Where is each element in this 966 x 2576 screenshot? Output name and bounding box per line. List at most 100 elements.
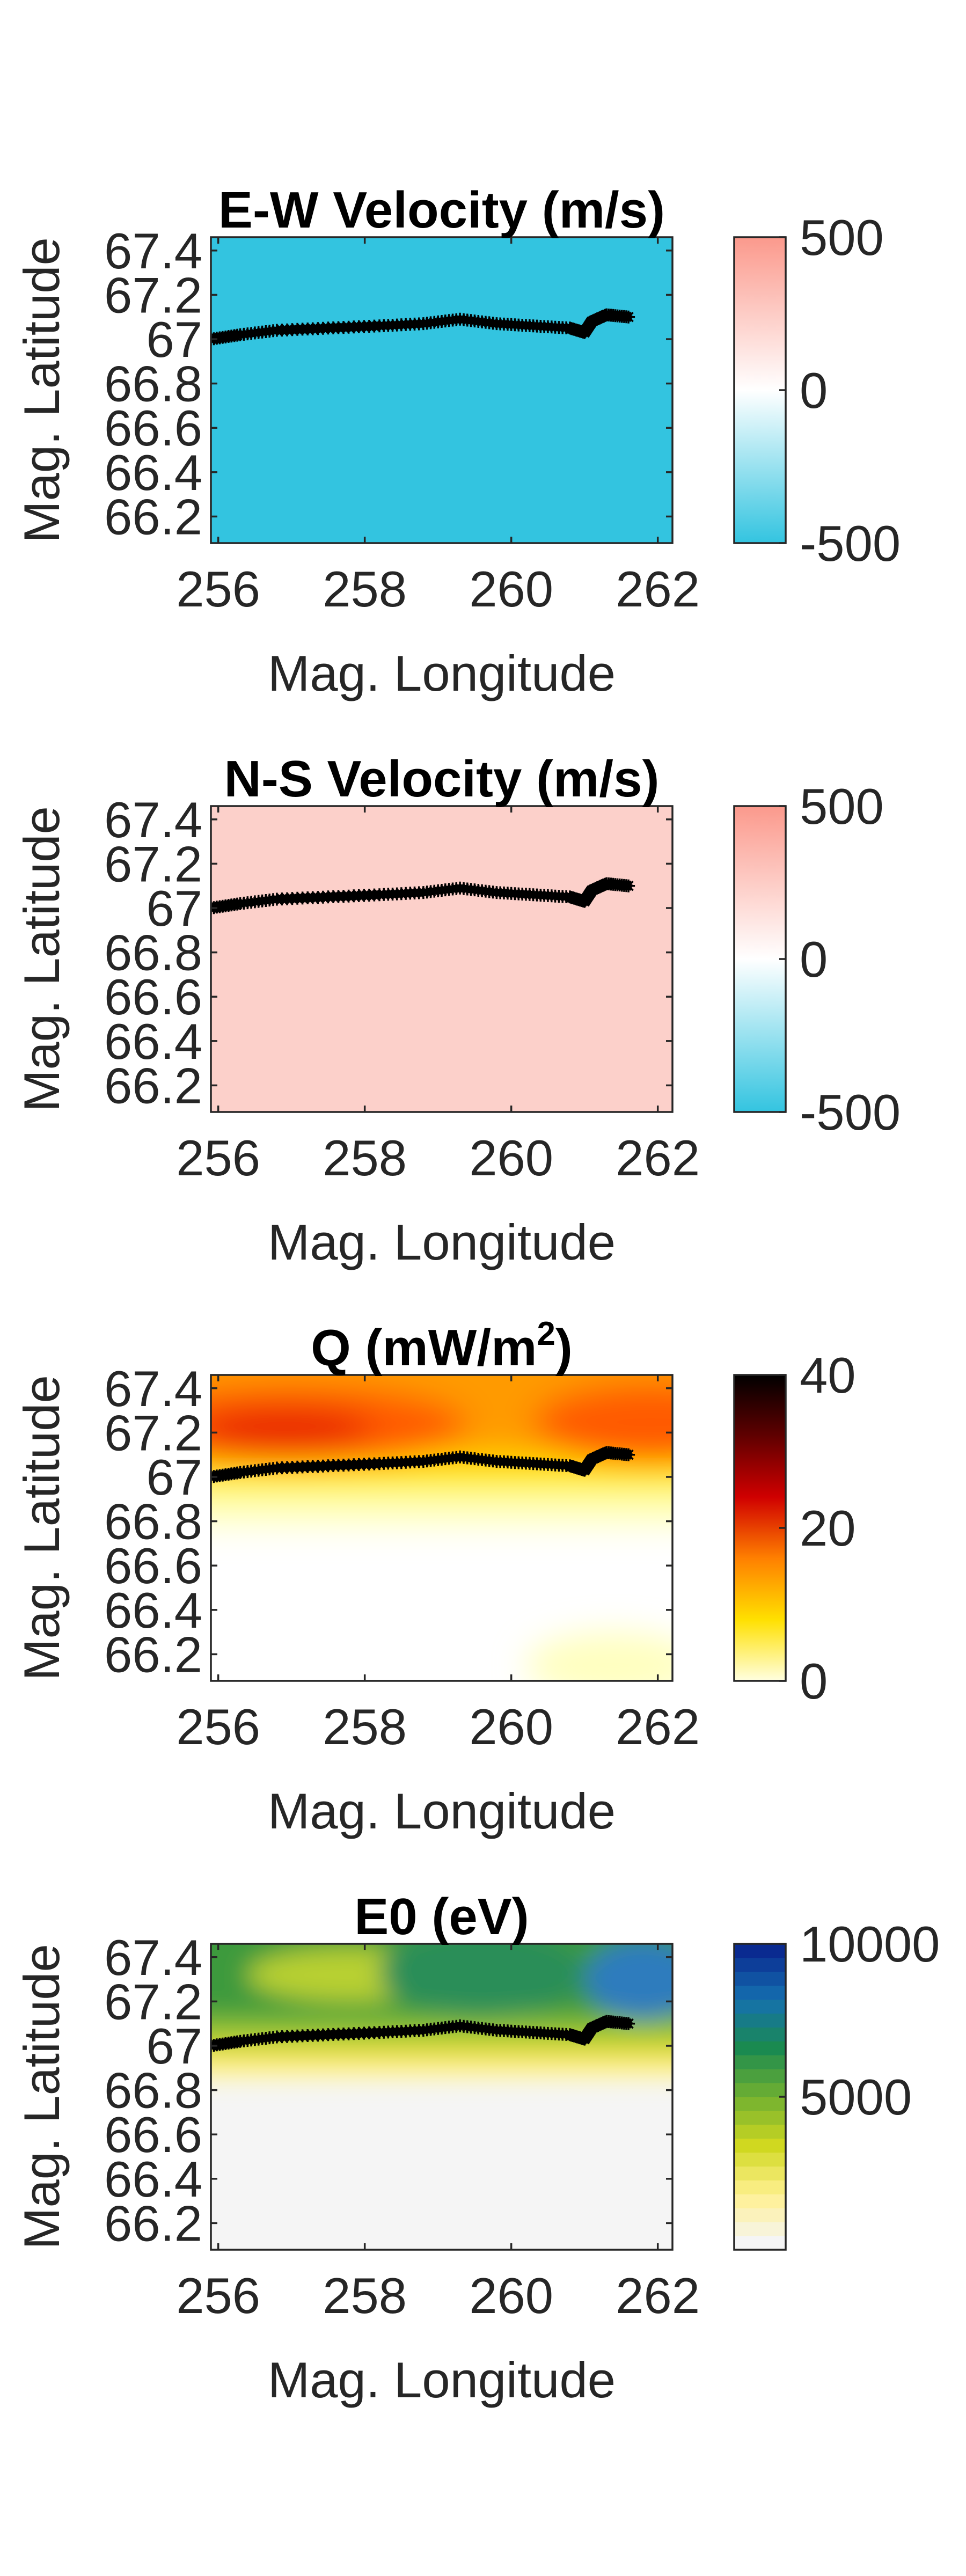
- x-tick-label: 262: [616, 561, 700, 617]
- field-peak: [211, 1408, 372, 1448]
- plot-area: [211, 1944, 672, 2250]
- y-tick-label: 67.4: [104, 223, 202, 279]
- colorbar-gradient: [734, 1375, 786, 1681]
- x-tick-label: 256: [176, 1130, 260, 1186]
- x-tick-label: 260: [469, 561, 553, 617]
- x-axis-label: Mag. Longitude: [268, 1214, 616, 1270]
- colorbar-step: [734, 1999, 786, 2014]
- y-tick-label: 67: [146, 2018, 202, 2074]
- colorbar-gradient: [734, 806, 786, 1112]
- colorbar-step: [734, 2055, 786, 2069]
- colorbar-step: [734, 2069, 786, 2083]
- y-tick-label: 66.8: [104, 356, 202, 412]
- y-tick-label: 67.2: [104, 1973, 202, 2030]
- colorbar-step: [734, 2166, 786, 2180]
- x-tick-label: 262: [616, 1130, 700, 1186]
- track-marker: [622, 2017, 635, 2030]
- colorbar-step: [734, 2027, 786, 2041]
- chart-title: Q (mW/m2): [311, 1315, 573, 1377]
- y-tick-label: 67: [146, 311, 202, 368]
- chart-title-text: E-W Velocity (m/s): [218, 181, 665, 239]
- y-tick-label: 67: [146, 1449, 202, 1505]
- x-tick-label: 262: [616, 1699, 700, 1755]
- colorbar-tick-label: 20: [800, 1500, 856, 1556]
- x-axis-label: Mag. Longitude: [268, 2352, 616, 2408]
- axes-frame: [210, 1943, 674, 2251]
- axes-frame: [210, 1374, 674, 1682]
- colorbar-tick-label: 500: [800, 778, 884, 835]
- x-tick-label: 256: [176, 2267, 260, 2324]
- y-tick-label: 66.6: [104, 2106, 202, 2163]
- axes-frame: [210, 236, 674, 544]
- plot-area: [211, 806, 672, 1112]
- colorbar-tick-label: 40: [800, 1347, 856, 1403]
- y-tick-label: 67.4: [104, 1360, 202, 1417]
- colorbar-step: [734, 1985, 786, 2000]
- y-tick-label: 67.2: [104, 267, 202, 323]
- colorbar-step: [734, 1944, 786, 1958]
- x-tick-label: 258: [323, 1699, 407, 1755]
- colorbar: 0 20 40: [733, 1347, 856, 1709]
- y-tick-label: 66.8: [104, 2062, 202, 2119]
- colorbar-step: [734, 2236, 786, 2250]
- y-tick-label: 66.8: [104, 925, 202, 981]
- y-tick-label: 67.4: [104, 1929, 202, 1986]
- colorbar-tick-label: 0: [800, 1653, 828, 1709]
- colorbar-step: [734, 1957, 786, 1972]
- y-tick-label: 66.6: [104, 969, 202, 1025]
- track-markers: [211, 877, 635, 914]
- y-tick-label: 66.4: [104, 1013, 202, 1070]
- colorbar-step: [734, 2152, 786, 2167]
- track-markers: [211, 308, 635, 346]
- x-axis-label: Mag. Longitude: [268, 1783, 616, 1839]
- field-band: [379, 1944, 585, 2017]
- chart-title: E-W Velocity (m/s): [218, 181, 665, 239]
- y-axis-label: Mag. Latitude: [13, 237, 70, 543]
- field-band: [584, 1944, 672, 2019]
- y-tick-label: 66.2: [104, 2195, 202, 2251]
- y-tick-label: 66.2: [104, 1626, 202, 1682]
- y-tick-label: 67.2: [104, 1404, 202, 1461]
- x-tick-label: 260: [469, 2267, 553, 2324]
- colorbar-gradient: [734, 237, 786, 543]
- chart-title-text: E0 (eV): [354, 1888, 529, 1945]
- y-tick-label: 66.6: [104, 400, 202, 456]
- field-band: [533, 1384, 672, 1464]
- field-fill: [211, 806, 672, 1112]
- colorbar: -500 0 500: [733, 778, 901, 1140]
- colorbar-step: [734, 2083, 786, 2097]
- field-fill: [211, 237, 672, 543]
- x-tick-label: 258: [323, 2267, 407, 2324]
- x-tick-label: 256: [176, 561, 260, 617]
- colorbar-tick-label: 5000: [800, 2069, 912, 2125]
- plot-area: [211, 1375, 672, 1681]
- colorbar-tick-label: 500: [800, 209, 884, 266]
- x-tick-label: 256: [176, 1699, 260, 1755]
- colorbar: 5000 10000: [733, 1916, 940, 2251]
- y-tick-label: 67: [146, 880, 202, 936]
- y-tick-label: 66.4: [104, 2151, 202, 2207]
- colorbar-step: [734, 2110, 786, 2125]
- colorbar-tick-label: -500: [800, 1084, 901, 1140]
- colorbar-step: [734, 2124, 786, 2139]
- y-tick-label: 66.2: [104, 488, 202, 545]
- colorbar-step: [734, 2180, 786, 2194]
- plot-area: [211, 237, 672, 543]
- y-axis-label: Mag. Latitude: [13, 1375, 70, 1681]
- y-tick-label: 67.4: [104, 792, 202, 848]
- field-band: [526, 1632, 672, 1681]
- track-marker: [622, 310, 635, 324]
- colorbar-step: [734, 2222, 786, 2236]
- y-axis-label: Mag. Latitude: [13, 1944, 70, 2250]
- colorbar-step: [734, 2041, 786, 2055]
- colorbar: -500 0 500: [733, 209, 901, 572]
- x-tick-label: 258: [323, 1130, 407, 1186]
- y-tick-label: 66.2: [104, 1057, 202, 1114]
- colorbar-tick-label: -500: [800, 515, 901, 572]
- track-marker: [622, 1448, 635, 1461]
